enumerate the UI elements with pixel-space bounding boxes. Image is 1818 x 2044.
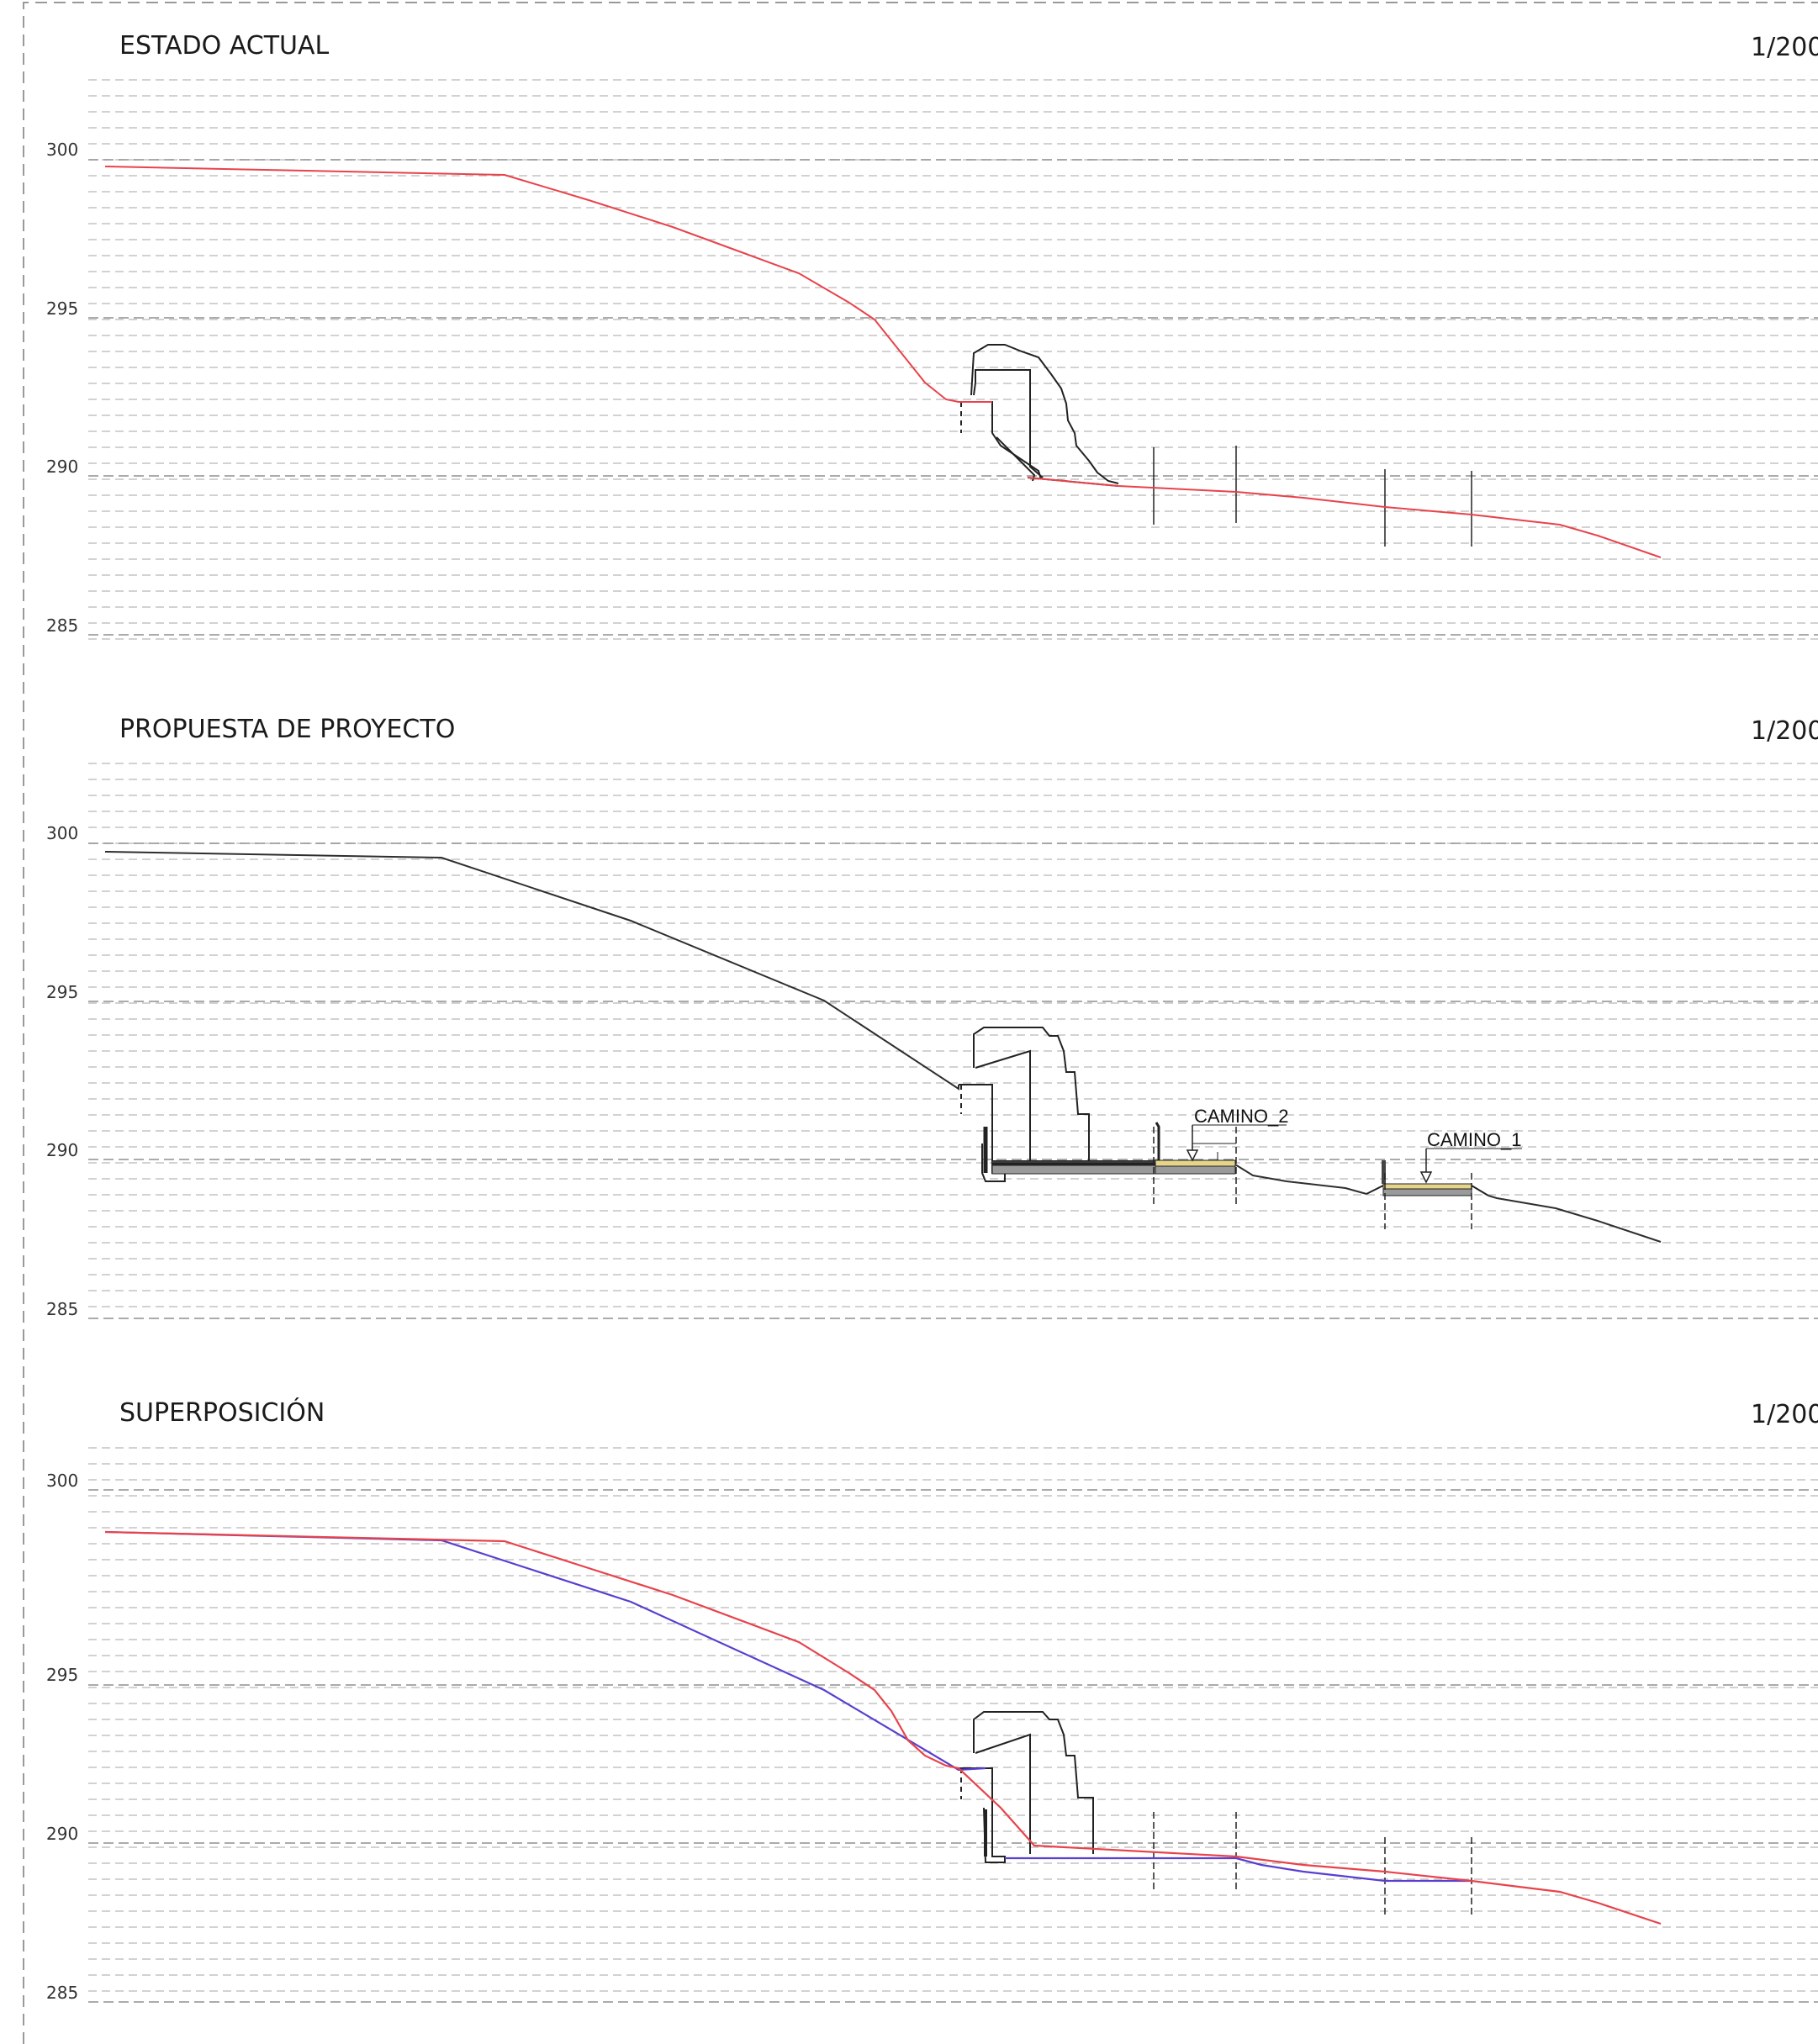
overlay-reference-posts (1153, 1812, 1472, 1915)
scale-label: 1/200 (1751, 1400, 1818, 1429)
elevation-grid (88, 1447, 1818, 2003)
elevation-tick-label: 295 (46, 1665, 78, 1685)
elevation-tick-label: 290 (46, 457, 78, 477)
elevation-tick-label: 300 (46, 1471, 78, 1491)
elevation-tick-label: 285 (46, 1983, 78, 2003)
camino-1-label: CAMINO_1 (1427, 1129, 1521, 1150)
elevation-tick-label: 290 (46, 1824, 78, 1844)
elevation-grid (88, 763, 1818, 1319)
proposed-path-camino-1 (1366, 1160, 1489, 1229)
overlay-proposed-terrain-profile (104, 1530, 1472, 1883)
camino-2-marker: CAMINO_2 (1186, 1106, 1288, 1162)
overlay-existing-terrain-profile (104, 1530, 1662, 1925)
overlay-wall-structure (959, 1711, 1094, 1863)
section-title: ESTADO ACTUAL (119, 31, 330, 61)
existing-terrain-profile (104, 166, 1662, 558)
scale-label: 1/200 (1751, 33, 1818, 62)
sheet-border (23, 2, 1818, 2044)
elevation-tick-label: 300 (46, 140, 78, 160)
proposed-wall-structure (959, 1027, 1160, 1182)
elevation-tick-label: 290 (46, 1140, 78, 1160)
section-estado-actual: ESTADO ACTUAL 1/200 300 295 290 285 (46, 31, 1818, 640)
elevation-tick-label: 285 (46, 1299, 78, 1319)
camino-2-label: CAMINO_2 (1194, 1106, 1288, 1127)
camino-1-marker: CAMINO_1 (1419, 1129, 1522, 1184)
elevation-tick-label: 295 (46, 982, 78, 1002)
elevation-tick-label: 300 (46, 823, 78, 843)
section-superposicion: SUPERPOSICIÓN 1/200 300 295 290 285 (46, 1397, 1818, 2003)
elevation-tick-label: 295 (46, 298, 78, 319)
proposed-terrace-platform (991, 1127, 1237, 1204)
elevation-grid (88, 79, 1818, 640)
section-title: PROPUESTA DE PROYECTO (119, 715, 455, 744)
existing-reference-posts (1153, 446, 1472, 547)
scale-label: 1/200 (1751, 716, 1818, 746)
elevation-tick-label: 285 (46, 615, 78, 636)
section-propuesta-proyecto: PROPUESTA DE PROYECTO 1/200 300 295 290 … (46, 715, 1818, 1319)
proposed-terrain-profile (104, 851, 1662, 1243)
section-title: SUPERPOSICIÓN (119, 1397, 325, 1428)
